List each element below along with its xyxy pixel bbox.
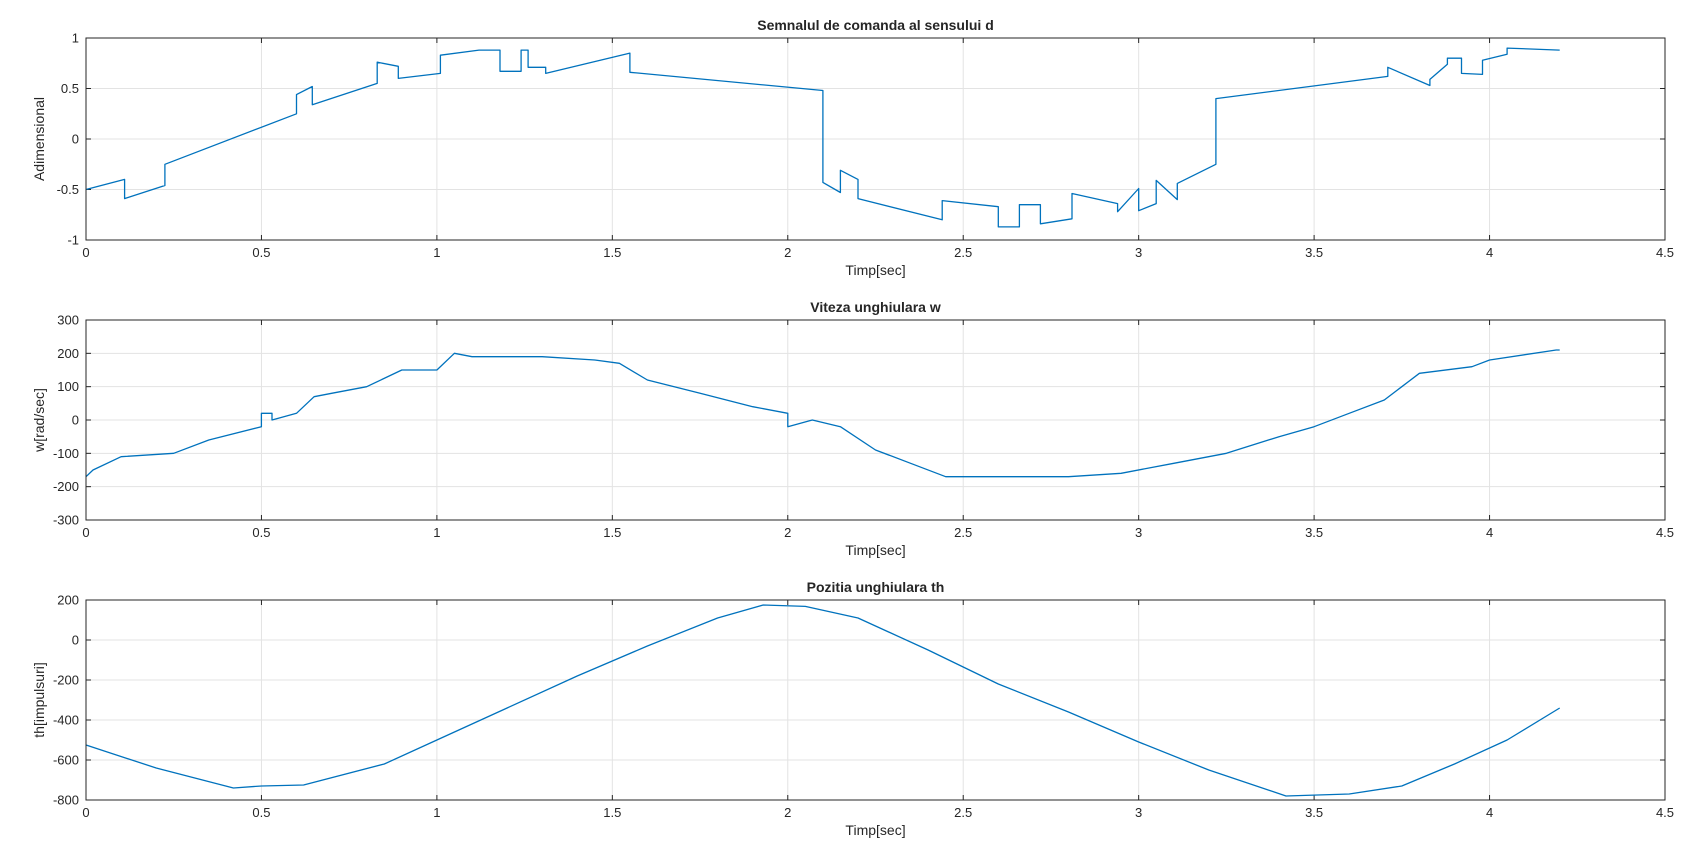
axes-frame xyxy=(85,599,1666,801)
x-tick-label: 0 xyxy=(82,525,89,540)
plot-title: Pozitia unghiulara th xyxy=(807,579,945,595)
x-tick-label: 2.5 xyxy=(954,525,972,540)
y-tick-label: -300 xyxy=(53,513,79,528)
axes-background xyxy=(86,600,1665,800)
y-tick-label: 0 xyxy=(72,413,79,428)
x-tick-label: 2 xyxy=(784,525,791,540)
plot-title: Semnalul de comanda al sensului d xyxy=(757,17,994,33)
x-tick-label: 1 xyxy=(433,245,440,260)
x-tick-label: 0.5 xyxy=(252,525,270,540)
x-tick-label: 3 xyxy=(1135,525,1142,540)
x-tick-label: 1 xyxy=(433,525,440,540)
x-tick-label: 3.5 xyxy=(1305,245,1323,260)
y-tick-label: 0.5 xyxy=(61,81,79,96)
y-tick-label: -1 xyxy=(67,233,79,248)
series-line-adimensional xyxy=(85,47,1560,228)
y-tick-label: -0.5 xyxy=(57,182,79,197)
x-tick-label: 3.5 xyxy=(1305,805,1323,820)
x-tick-label: 4 xyxy=(1486,805,1493,820)
x-tick-label: 0 xyxy=(82,245,89,260)
x-tick-label: 0.5 xyxy=(252,805,270,820)
x-tick-label: 4.5 xyxy=(1656,525,1674,540)
x-tick-label: 0 xyxy=(82,805,89,820)
y-tick-label: 300 xyxy=(57,313,79,328)
axes-frame xyxy=(85,319,1666,521)
y-axis-label: Adimensional xyxy=(31,97,47,181)
y-tick-label: 0 xyxy=(72,132,79,147)
y-tick-label: 0 xyxy=(72,633,79,648)
x-axis-label: Timp[sec] xyxy=(845,822,905,838)
x-tick-label: 2.5 xyxy=(954,805,972,820)
x-tick-label: 1.5 xyxy=(603,805,621,820)
y-tick-label: 1 xyxy=(72,31,79,46)
x-tick-label: 1.5 xyxy=(603,245,621,260)
y-tick-label: -600 xyxy=(53,753,79,768)
x-tick-label: 2 xyxy=(784,805,791,820)
y-tick-label: 200 xyxy=(57,346,79,361)
x-axis-label: Timp[sec] xyxy=(845,262,905,278)
y-axis-label: th[impulsuri] xyxy=(31,662,47,737)
x-axis-label: Timp[sec] xyxy=(845,542,905,558)
y-tick-label: -100 xyxy=(53,446,79,461)
subplot-w-rad-sec: 0 0.5 1 1.5 2 2.5 3 3.5 4 4.5 -300 -200 -100 0 100 200 3… xyxy=(31,299,1674,558)
y-tick-label: -200 xyxy=(53,479,79,494)
x-tick-label: 1 xyxy=(433,805,440,820)
y-axis-label: w[rad/sec] xyxy=(31,388,47,453)
x-tick-label: 4.5 xyxy=(1656,805,1674,820)
axes-frame xyxy=(85,37,1666,241)
y-tick-label: 200 xyxy=(57,593,79,608)
x-tick-label: 3 xyxy=(1135,245,1142,260)
subplot-th-impulsuri: 0 0.5 1 1.5 2 2.5 3 3.5 4 4.5 -800 -600 -400 -200 0 200… xyxy=(31,579,1674,838)
y-tick-label: -800 xyxy=(53,793,79,808)
x-tick-label: 4.5 xyxy=(1656,245,1674,260)
series-line-th-impulsuri xyxy=(85,604,1561,797)
y-tick-label: -400 xyxy=(53,713,79,728)
subplot-adimensional: 0 0.5 1 1.5 2 2.5 3 3.5 4 4.5 -1 -0.5 0 0.5 1 Semnalul … xyxy=(31,17,1674,278)
x-tick-label: 1.5 xyxy=(603,525,621,540)
x-tick-label: 2 xyxy=(784,245,791,260)
plot-title: Viteza unghiulara w xyxy=(810,299,941,315)
y-tick-label: 100 xyxy=(57,379,79,394)
x-tick-label: 4 xyxy=(1486,525,1493,540)
y-tick-label: -200 xyxy=(53,673,79,688)
x-tick-label: 4 xyxy=(1486,245,1493,260)
x-tick-label: 2.5 xyxy=(954,245,972,260)
x-tick-label: 0.5 xyxy=(252,245,270,260)
x-tick-label: 3.5 xyxy=(1305,525,1323,540)
series-line-w-rad-sec xyxy=(85,349,1560,478)
x-tick-label: 3 xyxy=(1135,805,1142,820)
